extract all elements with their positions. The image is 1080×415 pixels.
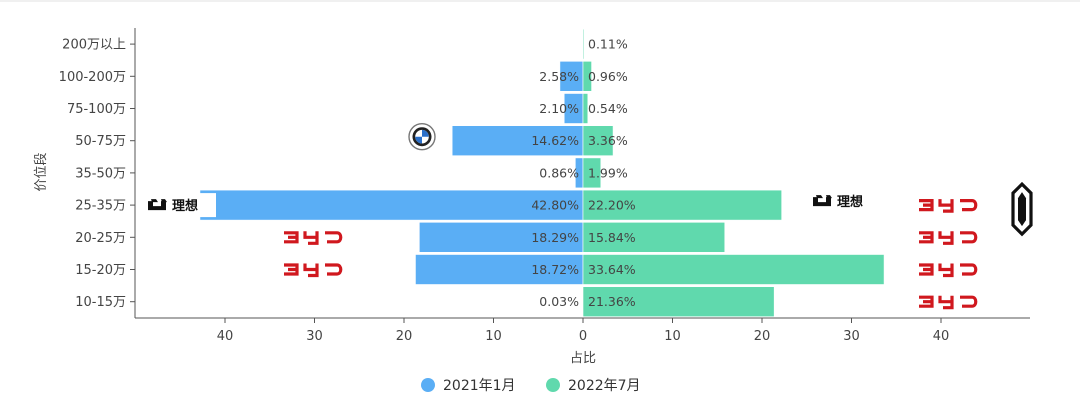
value-label-left-6: 18.29% xyxy=(531,230,579,245)
legend[interactable]: 2021年1月 2022年7月 xyxy=(421,378,641,394)
brand-mark-li-auto-4-text: 理想 xyxy=(837,194,863,210)
x-tick-label-8: 40 xyxy=(933,329,950,344)
value-label-right-8: 21.36% xyxy=(588,294,636,309)
x-tick-label-3: 10 xyxy=(485,329,502,344)
value-label-right-7: 33.64% xyxy=(588,262,636,277)
bar-right-5 xyxy=(582,189,782,221)
y-tick-label-5: 25-35万 xyxy=(75,199,126,214)
bar-right-1 xyxy=(582,60,592,92)
li-auto-icon-top xyxy=(151,199,167,203)
x-tick-label-7: 30 xyxy=(843,329,860,344)
y-tick-label-1: 100-200万 xyxy=(59,70,126,85)
brand-mark-byd-9 xyxy=(919,295,978,310)
brand-mark-byd-8 xyxy=(919,263,978,278)
value-label-right-6: 15.84% xyxy=(588,230,636,245)
brand-mark-byd-7 xyxy=(919,231,978,245)
value-label-left-5: 42.80% xyxy=(531,198,579,213)
bar-left-7 xyxy=(415,254,584,285)
bar-left-5 xyxy=(199,189,584,221)
y-tick-label-6: 20-25万 xyxy=(75,231,126,246)
y-tick-label-2: 75-100万 xyxy=(67,102,126,117)
value-label-right-2: 0.54% xyxy=(588,101,628,116)
legend-label-2021[interactable]: 2021年1月 xyxy=(443,378,516,394)
bar-right-8 xyxy=(582,286,775,318)
y-tick-label-8: 10-15万 xyxy=(75,295,126,310)
bars-layer xyxy=(199,28,885,318)
brand-mark-li-auto-4: 理想 xyxy=(809,189,881,214)
y-tick-label-3: 50-75万 xyxy=(75,134,126,149)
bar-left-6 xyxy=(419,222,584,253)
value-label-right-0: 0.11% xyxy=(588,37,628,52)
x-tick-label-4: 0 xyxy=(579,329,587,344)
value-label-left-3: 14.62% xyxy=(531,133,579,148)
value-label-left-7: 18.72% xyxy=(531,262,579,277)
x-axis-title: 占比 xyxy=(570,351,596,366)
value-label-right-1: 0.96% xyxy=(588,69,628,84)
brand-marks-layer: 理想 理想 xyxy=(144,122,1033,310)
x-tick-label-0: 40 xyxy=(217,329,234,344)
brand-mark-li-auto-0-bg xyxy=(144,193,216,218)
axes-layer: 200万以上 100-200万 75-100万 50-75万 35-50万 25-35万 2… xyxy=(59,28,1030,344)
y-tick-label-0: 200万以上 xyxy=(62,38,126,53)
value-label-left-1: 2.58% xyxy=(539,69,579,84)
brand-mark-byd-5 xyxy=(919,199,978,213)
brand-mark-li-auto-4-bg xyxy=(809,189,881,214)
brand-mark-li-auto-0-text: 理想 xyxy=(172,198,198,214)
x-tick-label-1: 30 xyxy=(306,329,323,344)
brand-mark-li-auto-0: 理想 xyxy=(144,193,216,218)
bar-right-6 xyxy=(582,222,726,253)
x-tick-label-5: 10 xyxy=(664,329,681,344)
x-tick-label-2: 20 xyxy=(396,329,413,344)
legend-label-2022[interactable]: 2022年7月 xyxy=(568,378,641,394)
y-tick-label-7: 15-20万 xyxy=(75,263,126,278)
bar-right-2 xyxy=(582,93,589,124)
bar-right-7 xyxy=(582,254,885,285)
bar-left-3 xyxy=(451,125,584,156)
legend-marker-2021[interactable] xyxy=(421,378,435,392)
bar-right-0 xyxy=(582,28,585,60)
legend-marker-2022[interactable] xyxy=(546,378,560,392)
bar-right-3 xyxy=(582,125,614,156)
value-labels-layer: 2.58% 2.10% 14.62% 0.86% 42.80% 18.29% 18.72% 0… xyxy=(531,37,635,310)
li-auto-icon-top xyxy=(816,195,832,199)
value-label-right-4: 1.99% xyxy=(588,165,628,180)
value-label-left-8: 0.03% xyxy=(539,294,579,309)
y-tick-label-4: 35-50万 xyxy=(75,166,126,181)
brand-mark-aito-6 xyxy=(1011,181,1033,237)
value-label-left-4: 0.86% xyxy=(539,165,579,180)
brand-mark-byd-3 xyxy=(284,263,343,278)
brand-mark-bmw-1 xyxy=(408,122,436,151)
bar-right-4 xyxy=(582,157,602,189)
value-label-right-3: 3.36% xyxy=(588,133,628,148)
value-label-right-5: 22.20% xyxy=(588,198,636,213)
x-tick-label-6: 20 xyxy=(754,329,771,344)
brand-mark-byd-2 xyxy=(284,231,343,245)
li-auto-icon xyxy=(813,197,831,207)
y-axis-title: 价位段 xyxy=(34,152,49,191)
li-auto-icon xyxy=(148,201,166,211)
value-label-left-2: 2.10% xyxy=(539,101,579,116)
